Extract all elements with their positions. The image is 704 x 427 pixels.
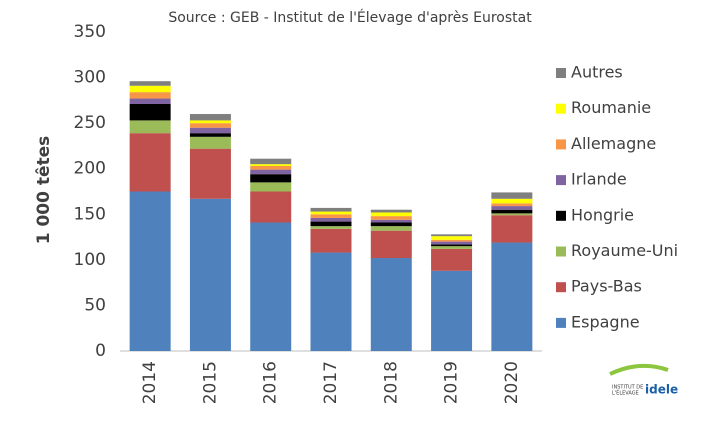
bar-segment bbox=[370, 226, 412, 231]
bar-segment bbox=[431, 244, 473, 247]
y-tick-label: 200 bbox=[74, 159, 106, 179]
bar-segment bbox=[370, 209, 412, 213]
bar-segment bbox=[370, 219, 412, 223]
y-tick-label: 150 bbox=[74, 204, 106, 224]
legend-label: Espagne bbox=[571, 312, 640, 331]
bar-segment bbox=[129, 85, 171, 93]
bar-segment bbox=[250, 182, 292, 192]
x-tick-label: 2016 bbox=[261, 361, 281, 404]
bar-segment bbox=[370, 216, 412, 220]
bar-segment bbox=[431, 241, 473, 245]
bar-segment bbox=[491, 209, 533, 214]
y-tick-label: 100 bbox=[74, 250, 106, 270]
bar-segment bbox=[310, 207, 352, 212]
bar-segment bbox=[431, 248, 473, 271]
bar-segment bbox=[129, 120, 171, 134]
legend-swatch bbox=[556, 317, 566, 328]
bar-segment bbox=[491, 192, 533, 199]
x-tick-label: 2019 bbox=[442, 361, 462, 404]
bar-segment bbox=[310, 214, 352, 218]
bar-segment bbox=[491, 242, 533, 351]
legend-swatch bbox=[556, 103, 566, 114]
bar-segment bbox=[370, 230, 412, 259]
y-tick-label: 0 bbox=[95, 341, 106, 361]
bar-segment bbox=[129, 133, 171, 192]
y-tick-label: 250 bbox=[74, 113, 106, 133]
legend-label: Allemagne bbox=[571, 134, 656, 153]
legend-swatch bbox=[556, 68, 566, 78]
bar-segment bbox=[250, 174, 292, 183]
bar-segment bbox=[189, 133, 231, 137]
bar-segment bbox=[250, 165, 292, 170]
y-tick-label: 350 bbox=[74, 22, 106, 42]
bar-segment bbox=[189, 198, 231, 351]
bar-segment bbox=[491, 198, 533, 204]
bar-segment bbox=[129, 92, 171, 99]
logo-swoosh bbox=[609, 363, 669, 376]
bar-segment bbox=[310, 228, 352, 253]
bar-segment bbox=[189, 114, 231, 121]
bar-segment bbox=[250, 191, 292, 223]
legend-label: Hongrie bbox=[571, 205, 634, 224]
logo: INSTITUT DE L'ÉLEVAGE idele bbox=[609, 363, 678, 397]
x-tick-label: 2020 bbox=[502, 361, 522, 404]
y-tick-label: 300 bbox=[74, 68, 106, 88]
bar-segment bbox=[370, 212, 412, 217]
bar-segment bbox=[189, 127, 231, 134]
y-tick-label: 50 bbox=[84, 295, 106, 315]
legend-label: Pays-Bas bbox=[571, 277, 642, 296]
chart-subtitle: Source : GEB - Institut de l'Élevage d'a… bbox=[168, 9, 532, 26]
bar-segment bbox=[431, 270, 473, 351]
bar-segment bbox=[310, 211, 352, 215]
bar-segment bbox=[431, 246, 473, 249]
bar-segment bbox=[250, 164, 292, 166]
bar-segment bbox=[310, 226, 352, 229]
legend-swatch bbox=[556, 210, 566, 221]
bar-segment bbox=[431, 236, 473, 240]
y-axis-label: 1 000 têtes bbox=[34, 136, 54, 245]
bar-segment bbox=[310, 252, 352, 351]
legend-swatch bbox=[556, 175, 566, 186]
legend-swatch bbox=[556, 139, 566, 150]
bar-segment bbox=[250, 169, 292, 175]
bar-segment bbox=[189, 120, 231, 124]
bar-segment bbox=[189, 148, 231, 199]
legend-swatch bbox=[556, 282, 566, 293]
bar-segment bbox=[189, 136, 231, 149]
bar-segment bbox=[491, 203, 533, 207]
bar-segment bbox=[310, 217, 352, 222]
bar-segment bbox=[431, 234, 473, 237]
bar-segment bbox=[431, 239, 473, 242]
bar-segment bbox=[189, 123, 231, 128]
bar-segment bbox=[250, 158, 292, 165]
legend-label: Roumanie bbox=[571, 98, 651, 117]
bar-segment bbox=[250, 222, 292, 351]
bar-segment bbox=[370, 222, 412, 227]
x-tick-label: 2014 bbox=[140, 361, 160, 404]
x-tick-label: 2017 bbox=[321, 361, 341, 404]
bar-segment bbox=[310, 221, 352, 227]
x-tick-label: 2015 bbox=[200, 361, 220, 404]
legend-label: Autres bbox=[571, 63, 623, 82]
bar-segment bbox=[370, 258, 412, 351]
logo-brand: idele bbox=[645, 383, 678, 397]
bar-segment bbox=[129, 191, 171, 351]
bar-segment bbox=[129, 98, 171, 105]
logo-line1: INSTITUT DE bbox=[612, 385, 643, 391]
legend-swatch bbox=[556, 246, 566, 257]
bar-segment bbox=[491, 213, 533, 216]
bar-segment bbox=[491, 206, 533, 210]
logo-line2: L'ÉLEVAGE bbox=[612, 389, 639, 397]
legend-label: Irlande bbox=[571, 170, 627, 189]
bar-segment bbox=[129, 81, 171, 86]
bar-segment bbox=[491, 215, 533, 243]
x-tick-label: 2018 bbox=[381, 361, 401, 404]
bar-segment bbox=[129, 104, 171, 121]
legend-label: Royaume-Uni bbox=[571, 241, 678, 260]
